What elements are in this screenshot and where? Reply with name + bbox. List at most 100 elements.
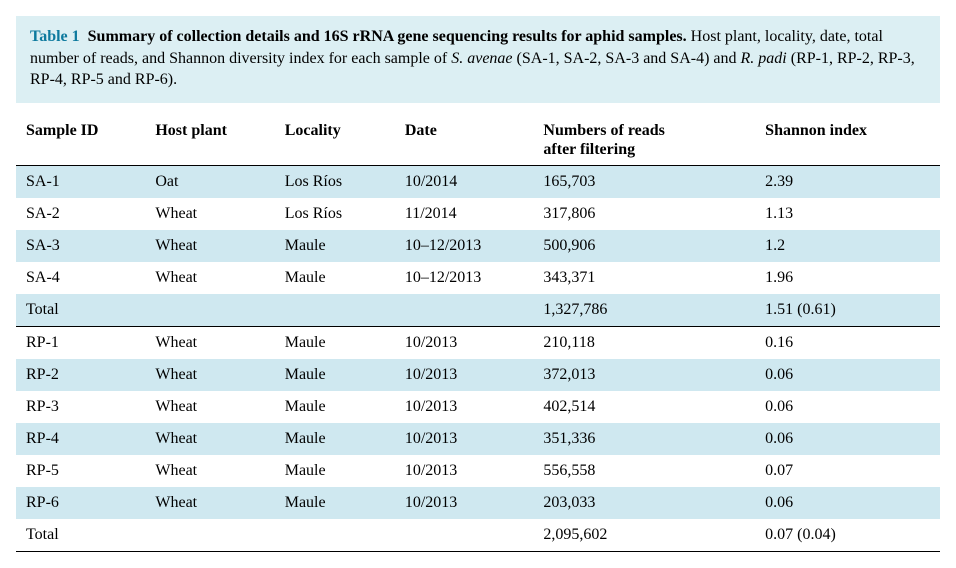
cell-host: [145, 294, 274, 327]
cell-shannon: 0.06: [755, 391, 940, 423]
cell-date: [395, 294, 534, 327]
cell-shannon: 0.16: [755, 327, 940, 360]
table-row: RP-1WheatMaule10/2013210,1180.16: [16, 327, 940, 360]
col-reads-line1: Numbers of reads: [543, 122, 664, 139]
cell-sample: RP-6: [16, 487, 145, 519]
cell-host: Wheat: [145, 327, 274, 360]
col-sample: Sample ID: [16, 115, 145, 166]
table-row: RP-6WheatMaule10/2013203,0330.06: [16, 487, 940, 519]
cell-date: 10/2013: [395, 327, 534, 360]
col-shannon: Shannon index: [755, 115, 940, 166]
cell-sample: RP-5: [16, 455, 145, 487]
cell-date: 10/2013: [395, 455, 534, 487]
cell-shannon: 0.06: [755, 359, 940, 391]
table-row: SA-1OatLos Ríos10/2014165,7032.39: [16, 166, 940, 199]
cell-locality: [275, 519, 395, 552]
cell-locality: Maule: [275, 423, 395, 455]
cell-reads: 203,033: [533, 487, 755, 519]
cell-date: [395, 519, 534, 552]
cell-host: Wheat: [145, 423, 274, 455]
cell-host: Wheat: [145, 198, 274, 230]
col-reads-line2: after filtering: [543, 141, 635, 158]
cell-locality: Los Ríos: [275, 198, 395, 230]
table-row: SA-4WheatMaule10–12/2013343,3711.96: [16, 262, 940, 294]
col-host: Host plant: [145, 115, 274, 166]
cell-sample: SA-1: [16, 166, 145, 199]
cell-shannon: 0.06: [755, 423, 940, 455]
cell-sample: RP-1: [16, 327, 145, 360]
cell-sample: RP-4: [16, 423, 145, 455]
cell-shannon: 1.13: [755, 198, 940, 230]
table-row: RP-3WheatMaule10/2013402,5140.06: [16, 391, 940, 423]
cell-shannon: 1.2: [755, 230, 940, 262]
cell-date: 10/2014: [395, 166, 534, 199]
cell-date: 10/2013: [395, 487, 534, 519]
table-figure: Table 1 Summary of collection details an…: [16, 16, 940, 552]
cell-shannon: 1.96: [755, 262, 940, 294]
cell-shannon: 0.07 (0.04): [755, 519, 940, 552]
cell-reads: 500,906: [533, 230, 755, 262]
cell-sample: Total: [16, 294, 145, 327]
cell-reads: 402,514: [533, 391, 755, 423]
cell-sample: SA-3: [16, 230, 145, 262]
table-row: SA-2WheatLos Ríos11/2014317,8061.13: [16, 198, 940, 230]
cell-locality: [275, 294, 395, 327]
col-date: Date: [395, 115, 534, 166]
cell-sample: RP-2: [16, 359, 145, 391]
cell-shannon: 0.06: [755, 487, 940, 519]
header-row: Sample ID Host plant Locality Date Numbe…: [16, 115, 940, 166]
cell-reads: 210,118: [533, 327, 755, 360]
cell-reads: 165,703: [533, 166, 755, 199]
cell-reads: 351,336: [533, 423, 755, 455]
cell-sample: SA-2: [16, 198, 145, 230]
cell-locality: Maule: [275, 391, 395, 423]
cell-reads: 343,371: [533, 262, 755, 294]
cell-shannon: 2.39: [755, 166, 940, 199]
cell-date: 10–12/2013: [395, 262, 534, 294]
col-locality: Locality: [275, 115, 395, 166]
cell-date: 10/2013: [395, 391, 534, 423]
table-row: SA-3WheatMaule10–12/2013500,9061.2: [16, 230, 940, 262]
table-label: Table 1: [30, 28, 80, 45]
table-caption: Table 1 Summary of collection details an…: [16, 16, 940, 103]
cell-locality: Maule: [275, 262, 395, 294]
cell-shannon: 0.07: [755, 455, 940, 487]
cell-locality: Maule: [275, 327, 395, 360]
cell-host: Wheat: [145, 455, 274, 487]
cell-shannon: 1.51 (0.61): [755, 294, 940, 327]
species-2: R. padi: [741, 50, 787, 67]
cell-locality: Maule: [275, 487, 395, 519]
cell-host: Wheat: [145, 359, 274, 391]
data-table: Sample ID Host plant Locality Date Numbe…: [16, 115, 940, 552]
cell-reads: 2,095,602: [533, 519, 755, 552]
cell-host: Oat: [145, 166, 274, 199]
cell-sample: Total: [16, 519, 145, 552]
cell-host: Wheat: [145, 391, 274, 423]
cell-locality: Maule: [275, 230, 395, 262]
cell-reads: 372,013: [533, 359, 755, 391]
cell-locality: Maule: [275, 359, 395, 391]
table-head: Sample ID Host plant Locality Date Numbe…: [16, 115, 940, 166]
table-row: RP-4WheatMaule10/2013351,3360.06: [16, 423, 940, 455]
species-1: S. avenae: [451, 50, 512, 67]
col-reads: Numbers of reads after filtering: [533, 115, 755, 166]
cell-host: Wheat: [145, 487, 274, 519]
caption-text-mid: (SA-1, SA-2, SA-3 and SA-4) and: [513, 50, 741, 67]
cell-sample: RP-3: [16, 391, 145, 423]
cell-date: 10–12/2013: [395, 230, 534, 262]
cell-date: 11/2014: [395, 198, 534, 230]
cell-locality: Los Ríos: [275, 166, 395, 199]
table-row: Total 2,095,6020.07 (0.04): [16, 519, 940, 552]
cell-host: [145, 519, 274, 552]
cell-host: Wheat: [145, 230, 274, 262]
cell-reads: 556,558: [533, 455, 755, 487]
table-row: RP-2WheatMaule10/2013372,0130.06: [16, 359, 940, 391]
cell-date: 10/2013: [395, 359, 534, 391]
cell-reads: 317,806: [533, 198, 755, 230]
cell-locality: Maule: [275, 455, 395, 487]
cell-sample: SA-4: [16, 262, 145, 294]
table-body: SA-1OatLos Ríos10/2014165,7032.39SA-2Whe…: [16, 166, 940, 552]
cell-date: 10/2013: [395, 423, 534, 455]
cell-reads: 1,327,786: [533, 294, 755, 327]
table-title: Summary of collection details and 16S rR…: [88, 28, 687, 45]
